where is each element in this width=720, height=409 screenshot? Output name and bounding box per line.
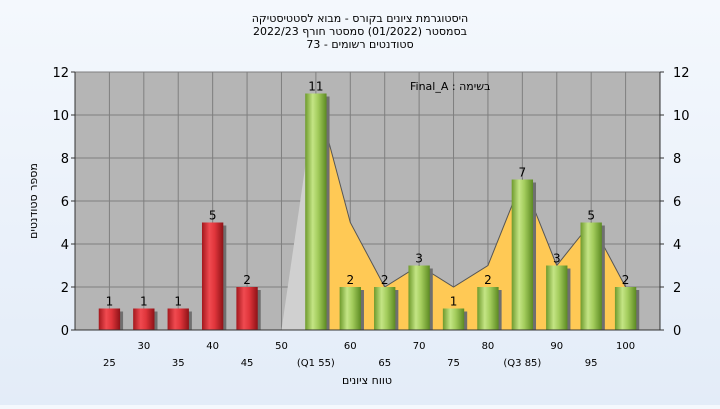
- bar: [580, 222, 602, 330]
- x-axis-title: טווח ציונים: [342, 374, 392, 387]
- y-tick-label-left: 6: [61, 195, 69, 210]
- x-tick-label: 70: [413, 341, 426, 352]
- y-tick-label-left: 0: [61, 324, 69, 339]
- bar: [98, 308, 121, 330]
- x-tick-label: 50: [275, 341, 288, 352]
- bar: [305, 93, 327, 330]
- y-tick-label-right: 4: [673, 238, 681, 253]
- bar: [374, 287, 396, 330]
- gray-area: [260, 93, 316, 330]
- x-tick-label: 95: [585, 358, 598, 369]
- title-line-2: בסמסטר (01/2022) סמסטר חורף 2022/23: [253, 25, 467, 38]
- y-tick-label-left: 10: [52, 109, 69, 124]
- x-tick-label: (Q3 85): [503, 358, 541, 369]
- x-tick-label: 60: [344, 341, 357, 352]
- bar-value-label: 5: [587, 209, 595, 223]
- y-tick-label-right: 2: [673, 281, 681, 296]
- bar: [167, 308, 189, 330]
- bar: [339, 287, 361, 330]
- bar-value-label: 5: [209, 209, 217, 223]
- x-tick-label: 90: [550, 341, 563, 352]
- y-tick-label-right: 12: [673, 66, 690, 81]
- bar-value-label: 2: [346, 273, 354, 287]
- chart-title: היסטוגרמת ציונים בקורס - מבוא לסטטיסטיקה…: [252, 12, 468, 51]
- bar: [614, 287, 637, 330]
- bar: [511, 179, 534, 330]
- bar-value-label: 7: [519, 166, 527, 180]
- orange-area-outline: [315, 93, 627, 288]
- x-tick-label: 30: [137, 341, 150, 352]
- bar: [236, 287, 258, 330]
- final-annotation: בשימה : Final_A: [410, 80, 490, 93]
- bar: [442, 308, 465, 330]
- y-tick-label-left: 12: [52, 66, 69, 81]
- bar: [133, 308, 155, 330]
- bar-value-label: 1: [140, 295, 148, 309]
- y-tick-label-right: 0: [673, 324, 681, 339]
- bar: [201, 222, 224, 330]
- bar-value-label: 11: [308, 80, 323, 94]
- x-tick-label: (Q1 55): [297, 358, 335, 369]
- bar: [477, 287, 499, 330]
- x-tick-label: 45: [241, 358, 254, 369]
- bar: [408, 265, 430, 330]
- x-tick-label: 75: [447, 358, 460, 369]
- x-tick-label: 35: [172, 358, 185, 369]
- y-tick-label-left: 8: [61, 152, 69, 167]
- y-axis-title: מספר סטודנטים: [27, 163, 40, 239]
- bar-value-label: 2: [381, 273, 389, 287]
- bar: [546, 265, 568, 330]
- bar-value-label: 1: [106, 295, 114, 309]
- bars: [98, 93, 640, 330]
- y-tick-label-right: 6: [673, 195, 681, 210]
- y-tick-label-right: 8: [673, 152, 681, 167]
- y-tick-label-left: 4: [61, 238, 69, 253]
- x-tick-label: 40: [206, 341, 219, 352]
- bar-value-label: 3: [553, 252, 561, 266]
- bar-value-label: 2: [484, 273, 492, 287]
- y-tick-label-right: 10: [673, 109, 690, 124]
- bar-value-label: 3: [415, 252, 423, 266]
- y-tick-label-left: 2: [61, 281, 69, 296]
- x-tick-label: 65: [378, 358, 391, 369]
- title-line-3: סטודנטים רשומים - 73: [306, 38, 413, 51]
- bar-value-label: 2: [243, 273, 251, 287]
- x-tick-label: 100: [616, 341, 635, 352]
- bar-value-label: 1: [174, 295, 182, 309]
- x-tick-label: 80: [482, 341, 495, 352]
- title-line-1: היסטוגרמת ציונים בקורס - מבוא לסטטיסטיקה: [252, 12, 468, 25]
- x-tick-label: 25: [103, 358, 116, 369]
- bar-value-label: 2: [622, 273, 630, 287]
- bar-value-label: 1: [450, 295, 458, 309]
